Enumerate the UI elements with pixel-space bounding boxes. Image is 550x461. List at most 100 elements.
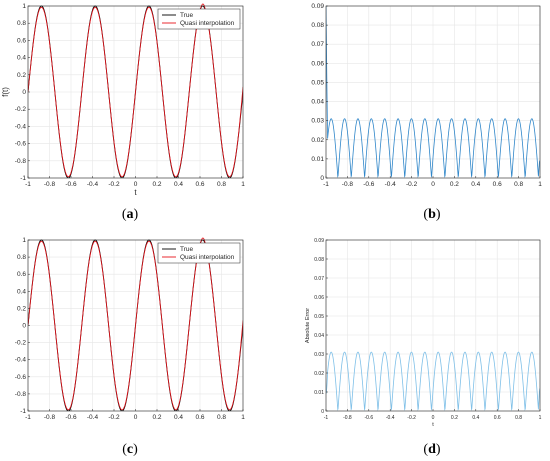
panel-caption: (d) (423, 442, 440, 457)
x-tick-label: -0.4 (87, 414, 99, 421)
y-tick-label: 0.8 (17, 20, 26, 27)
panel-a-chart: -1 -0.8 -0.6 -0.4 -0.2 0 0.2 0.4 0.6 0.8 1 -1 -0.8 -0… (1, 3, 245, 222)
series-group (326, 351, 540, 411)
x-tick-label: 0.6 (493, 181, 502, 188)
y-tick-label: 0.08 (314, 257, 324, 263)
x-tick-label: 0.2 (152, 414, 161, 421)
panel-caption: (b) (423, 207, 440, 222)
x-tick-label: 0.8 (217, 414, 226, 421)
y-tick-label: -0.2 (15, 340, 27, 347)
series-group (326, 5, 540, 178)
x-tick-label: 0.4 (471, 181, 480, 188)
x-tick-label: 1 (241, 181, 245, 188)
y-tick-label: 0.05 (314, 314, 324, 320)
y-tick-label: 0.06 (311, 60, 324, 67)
y-tick-label: -0.8 (15, 158, 27, 165)
x-tick-label: -1 (324, 415, 329, 421)
y-tick-label: 0.07 (311, 41, 324, 48)
x-tick-label: -0.2 (406, 181, 418, 188)
y-tick-label: -0.6 (15, 374, 27, 381)
x-tick-label: 0.2 (450, 181, 459, 188)
y-tick-label: 0.08 (311, 22, 324, 29)
x-tick-label: 0.8 (514, 181, 523, 188)
x-tick-label: 0.4 (472, 415, 479, 421)
y-tick-label: 0 (22, 323, 26, 330)
y-tick-label: 0 (321, 409, 324, 415)
y-tick-label: -0.2 (15, 106, 27, 113)
legend-entry: Quasi interpolation (180, 254, 235, 261)
y-tick-label: -0.4 (15, 123, 27, 130)
x-tick-label: -0.6 (65, 181, 77, 188)
x-tick-label: 0.2 (152, 181, 161, 188)
x-tick-label: -0.8 (44, 414, 56, 421)
x-tick-label: -0.6 (363, 181, 375, 188)
y-tick-label: 0.03 (311, 118, 324, 125)
y-tick-label: 0.8 (17, 254, 26, 261)
x-axis-label: t (432, 422, 434, 428)
y-tick-label: 0.05 (311, 79, 324, 86)
x-tick-label: -0.4 (385, 181, 397, 188)
x-tick-label: -0.4 (386, 415, 395, 421)
x-tick-label: 0.8 (217, 181, 226, 188)
x-tick-label: -0.8 (343, 415, 352, 421)
x-tick-label: -0.6 (65, 414, 77, 421)
y-tick-label: 0.06 (314, 295, 324, 301)
y-tick-label: 0.09 (311, 3, 324, 10)
x-tick-label: 0.8 (515, 415, 522, 421)
panel-c-chart: -1 -0.8 -0.6 -0.4 -0.2 0 0.2 0.4 0.6 0.8 1 -1 -0.8 -0… (15, 237, 245, 457)
x-tick-label: 1 (539, 415, 542, 421)
x-tick-label: 0 (432, 415, 435, 421)
y-tick-label: 0.09 (314, 238, 324, 244)
legend-entry: True (180, 12, 194, 19)
x-tick-label: -1 (323, 181, 329, 188)
panel-caption: (c) (122, 442, 138, 457)
x-tick-label: -1 (25, 414, 31, 421)
panel-b-chart: -1 -0.8 -0.6 -0.4 -0.2 0 0.2 0.4 0.6 0.8 1 0 0.01 0.0… (311, 3, 542, 222)
y-tick-label: -1 (20, 175, 26, 182)
legend-box (157, 8, 241, 30)
x-tick-label: -0.2 (407, 415, 416, 421)
x-tick-label: -0.4 (87, 181, 99, 188)
panel-d-chart: -1 -0.8 -0.6 -0.4 -0.2 0 0.2 0.4 0.6 0.8 1 0 0.01 0.0… (305, 238, 542, 457)
x-tick-label: -0.8 (44, 181, 56, 188)
x-tick-label: 0.6 (494, 415, 501, 421)
x-axis-label: t (134, 188, 137, 197)
x-tick-label: -0.2 (108, 181, 120, 188)
y-tick-label: 0.4 (17, 288, 26, 295)
panel-caption: (a) (122, 207, 139, 222)
x-tick-label: -0.8 (342, 181, 354, 188)
x-tick-label: 1 (241, 414, 245, 421)
y-tick-label: 0.4 (17, 55, 26, 62)
y-tick-label: 0 (320, 175, 324, 182)
x-tick-label: 0 (431, 181, 435, 188)
y-tick-label: 0.03 (314, 352, 324, 358)
y-tick-label: 0.07 (314, 276, 324, 282)
y-tick-label: 0.02 (314, 371, 324, 377)
y-tick-label: 0.02 (311, 137, 324, 144)
y-tick-label: 0.04 (314, 333, 324, 339)
x-tick-label: 0.6 (195, 414, 204, 421)
x-tick-label: 0.4 (174, 414, 183, 421)
x-tick-label: -0.2 (108, 414, 120, 421)
x-tick-label: 1 (538, 181, 542, 188)
legend-entry: True (180, 246, 194, 253)
y-tick-label: 0.01 (314, 390, 324, 396)
series-line-0 (326, 351, 540, 411)
y-tick-label: -1 (20, 408, 26, 415)
x-tick-label: 0 (134, 414, 138, 421)
y-axis-label: f(t) (1, 87, 10, 97)
y-tick-label: 0.01 (311, 156, 324, 163)
y-tick-label: 0.6 (17, 37, 26, 44)
y-tick-label: -0.8 (15, 391, 27, 398)
legend-box (157, 242, 241, 264)
y-tick-label: 0.04 (311, 99, 324, 106)
y-tick-label: 0 (22, 89, 26, 96)
y-tick-label: 0.6 (17, 271, 26, 278)
x-tick-label: 0.6 (195, 181, 204, 188)
series-line-0 (326, 5, 540, 178)
y-tick-label: -0.4 (15, 357, 27, 364)
y-tick-label: 1 (22, 237, 26, 244)
